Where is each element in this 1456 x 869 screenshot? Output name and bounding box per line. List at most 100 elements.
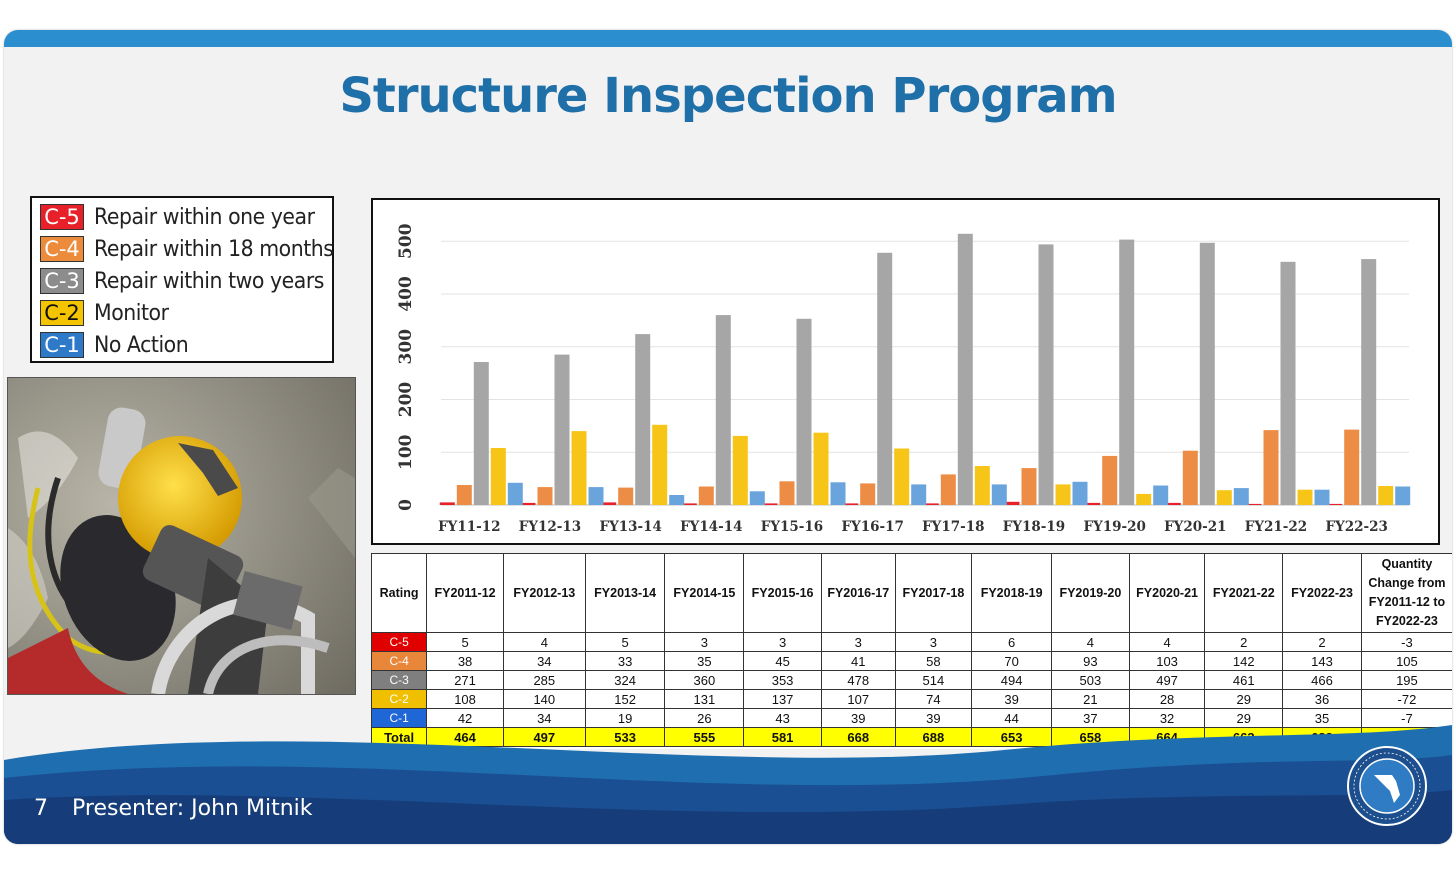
bar-c-5-fy17-18: [923, 503, 939, 505]
bar-c-2-fy19-20: [1136, 493, 1152, 505]
x-tick-label: FY20-21: [1164, 519, 1226, 535]
header-year: FY2021-22: [1204, 553, 1284, 633]
change-cell: 105: [1360, 651, 1452, 671]
bar-c-5-fy19-20: [1085, 502, 1101, 505]
slide-title: Structure Inspection Program: [339, 68, 1117, 124]
bar-c-5-fy18-19: [1004, 501, 1020, 505]
table-cell: 58: [894, 651, 973, 671]
total-label-cell: Total: [370, 727, 428, 747]
top-accent-bar: [4, 30, 1452, 47]
bar-c-2-fy17-18: [974, 466, 990, 505]
table-cell: 93: [1051, 651, 1130, 671]
bar-c-4-fy19-20: [1102, 455, 1118, 505]
x-tick-label: FY11-12: [438, 519, 500, 535]
bar-c-1-fy17-18: [991, 484, 1007, 505]
header-year: FY2016-17: [820, 553, 896, 633]
table-cell: 45: [743, 651, 822, 671]
bar-c-4-fy13-14: [618, 487, 634, 505]
footer-wave: [4, 725, 1452, 844]
table-cell: 466: [1282, 670, 1362, 690]
bar-c-1-fy20-21: [1233, 488, 1249, 505]
bar-c-4-fy14-14: [698, 486, 714, 505]
rating-code-cell: C-3: [370, 670, 428, 690]
table-cell: 360: [664, 670, 745, 690]
table-cell: 29: [1204, 689, 1284, 709]
bar-c-1-fy16-17: [911, 484, 927, 505]
y-tick-label: 400: [396, 276, 416, 312]
header-year: FY2013-14: [584, 553, 666, 633]
table-cell: 34: [502, 651, 586, 671]
district-seal-logo: [1347, 746, 1427, 826]
table-cell: 33: [584, 651, 666, 671]
x-tick-label: FY17-18: [922, 519, 984, 535]
table-cell: 3: [820, 632, 896, 652]
bar-c-1-fy13-14: [669, 495, 685, 505]
table-cell: 2: [1204, 632, 1284, 652]
change-cell: -3: [1360, 632, 1452, 652]
legend-label: Monitor: [94, 300, 169, 326]
y-tick-label: 200: [396, 382, 416, 418]
x-tick-label: FY13-14: [599, 519, 661, 535]
table-cell: 4: [1128, 632, 1206, 652]
table-row: C-4 38 34 33 35 45 41 58 70 93 103 142 143 105: [370, 651, 1452, 671]
bar-c-4-fy20-21: [1182, 450, 1198, 505]
table-cell: 108: [426, 689, 504, 709]
table-cell: 461: [1204, 670, 1284, 690]
table-cell: 353: [743, 670, 822, 690]
table-cell: 28: [1128, 689, 1206, 709]
bar-c-4-fy15-16: [779, 481, 795, 505]
rating-code-cell: C-2: [370, 689, 428, 709]
header-rating: Rating: [370, 553, 428, 633]
table-cell: 285: [502, 670, 586, 690]
bar-c-2-fy15-16: [813, 432, 829, 505]
header-year: FY2018-19: [971, 553, 1053, 633]
legend-badge: C-5: [40, 204, 84, 230]
legend-badge: C-4: [40, 236, 84, 262]
y-axis-ticks: 0 100 200 300 400 500: [396, 223, 416, 511]
legend-badge: C-2: [40, 300, 84, 326]
table-cell: 494: [971, 670, 1053, 690]
total-cell: 497: [502, 727, 586, 747]
table-cell: 142: [1204, 651, 1284, 671]
total-cell: 688: [894, 727, 973, 747]
legend-label: Repair within two years: [94, 268, 324, 294]
table-cell: 503: [1051, 670, 1130, 690]
legend-item-c2: C-2 Monitor: [40, 298, 174, 328]
bar-c-3-fy15-16: [796, 318, 812, 505]
bar-c-4-fy16-17: [860, 483, 876, 505]
bar-c-1-fy12-13: [588, 487, 604, 505]
bar-c-4-fy21-22: [1263, 430, 1279, 505]
legend-label: Repair within one year: [94, 204, 315, 230]
bar-c-3-fy18-19: [1038, 244, 1054, 505]
bar-c-3-fy17-18: [957, 233, 973, 506]
table-cell: 497: [1128, 670, 1206, 690]
total-cell: 464: [426, 727, 504, 747]
y-tick-label: 500: [396, 223, 416, 259]
bar-c-5-fy14-14: [681, 503, 697, 505]
y-tick-label: 300: [396, 329, 416, 365]
rating-code-cell: C-4: [370, 651, 428, 671]
table-row: C-3 271 285 324 360 353 478 514 494 503 497 461 466 1…: [370, 670, 1452, 690]
bar-c-1-fy19-20: [1153, 485, 1169, 505]
table-cell: 2: [1282, 632, 1362, 652]
bar-c-3-fy21-22: [1280, 261, 1296, 505]
table-cell: 131: [664, 689, 745, 709]
bar-c-5-fy11-12: [439, 502, 455, 505]
bar-c-1-fy21-22: [1314, 489, 1330, 505]
bar-c-2-fy22-23: [1378, 486, 1394, 505]
bar-c-5-fy21-22: [1246, 503, 1262, 505]
header-year: FY2020-21: [1128, 553, 1206, 633]
rating-legend: C-5 Repair within one year C-4 Repair wi…: [30, 196, 334, 363]
table-cell: 70: [971, 651, 1053, 671]
x-tick-label: FY15-16: [761, 519, 823, 535]
bar-c-4-fy12-13: [537, 487, 553, 505]
legend-label: No Action: [94, 332, 189, 358]
table-row: C-5 5 4 5 3 3 3 3 6 4 4 2 2 -3: [370, 632, 1452, 652]
x-tick-label: FY12-13: [519, 519, 581, 535]
footer-presenter: 7 Presenter: John Mitnik: [34, 796, 313, 821]
bar-c-1-fy11-12: [507, 482, 523, 505]
bar-c-2-fy16-17: [894, 448, 910, 505]
table-cell: 107: [820, 689, 896, 709]
bar-c-3-fy22-23: [1361, 259, 1377, 505]
